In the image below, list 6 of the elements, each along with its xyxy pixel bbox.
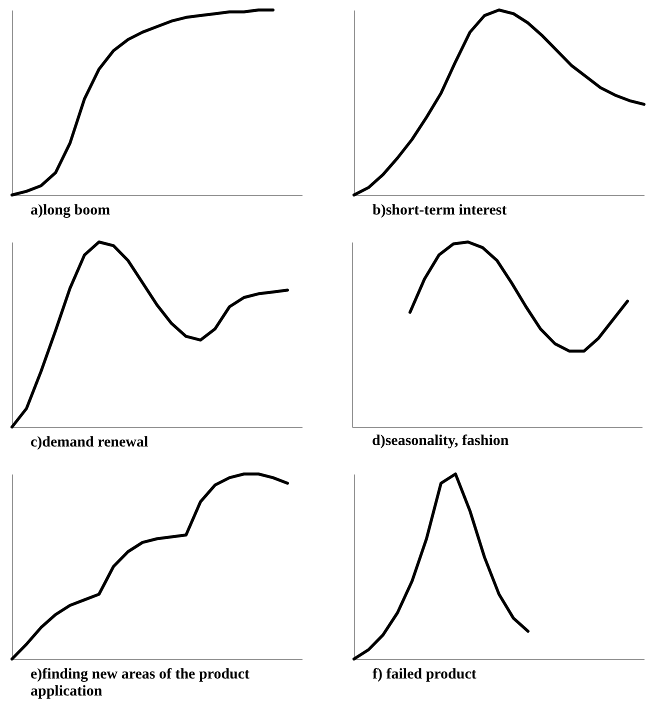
text: f) failed product	[372, 666, 476, 682]
text: b)short-term interest	[372, 202, 507, 218]
text: a)long boom	[30, 202, 111, 218]
text: d)seasonality, fashion	[372, 433, 510, 449]
text: c)demand renewal	[30, 434, 148, 450]
text: e)finding new areas of the product application	[30, 666, 250, 700]
